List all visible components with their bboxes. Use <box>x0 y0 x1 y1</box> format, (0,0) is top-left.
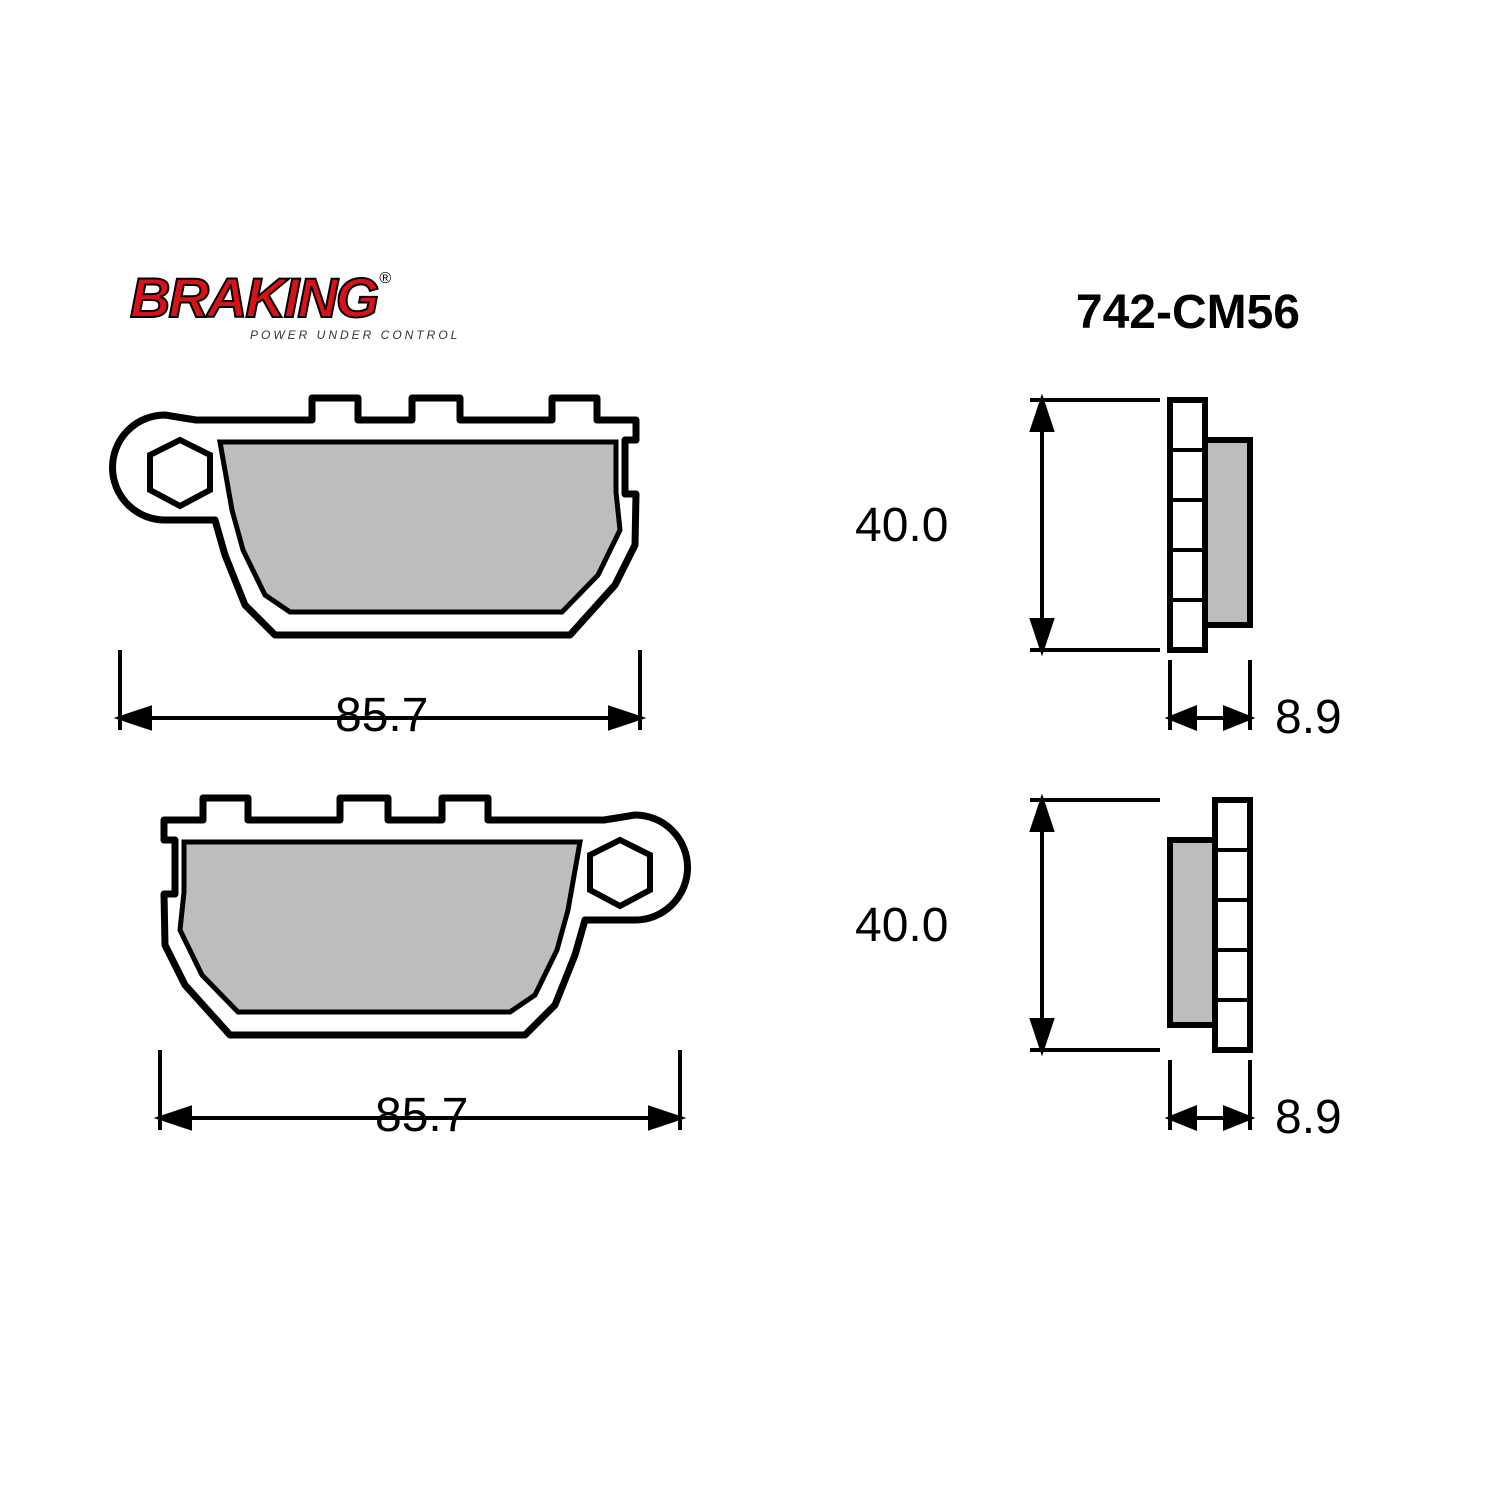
pad2-width-label: 85.7 <box>375 1088 468 1143</box>
pad2-side-view <box>1170 800 1250 1050</box>
pad2-face-view <box>164 798 688 1035</box>
pad1-height-dim <box>1030 400 1160 650</box>
pad2-height-dim <box>1030 800 1160 1050</box>
pad1-face-view <box>113 398 637 635</box>
pad2-height-label: 40.0 <box>855 898 948 953</box>
pad1-side-view <box>1170 400 1250 650</box>
pad2-thickness-dim <box>1170 1060 1250 1130</box>
pad2-thickness-label: 8.9 <box>1275 1090 1342 1145</box>
pad1-width-label: 85.7 <box>335 688 428 743</box>
technical-drawing <box>0 0 1500 1500</box>
pad1-thickness-label: 8.9 <box>1275 690 1342 745</box>
pad1-height-label: 40.0 <box>855 498 948 553</box>
pad1-thickness-dim <box>1170 660 1250 730</box>
